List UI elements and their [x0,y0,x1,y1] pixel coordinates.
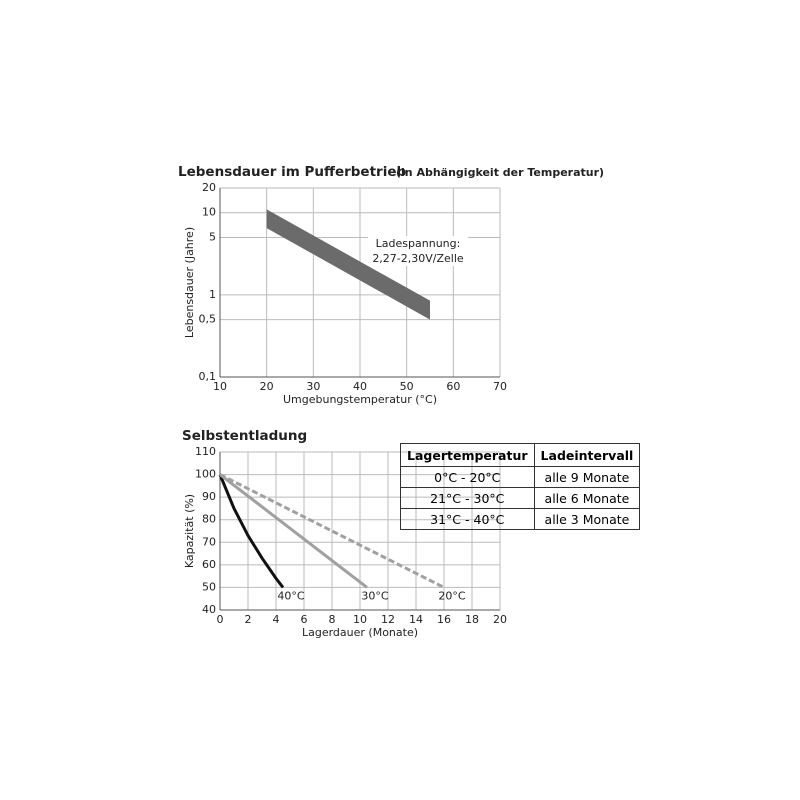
table-header: Ladeintervall [533,443,641,467]
x-tick-label: 10 [353,613,367,626]
annotation: Ladespannung: [376,237,461,250]
y-tick-label: 40 [202,603,216,616]
x-axis-label: Lagerdauer (Monate) [302,626,418,639]
table-cell: 21°C - 30°C [400,487,535,509]
y-tick-label: 50 [202,580,216,593]
y-tick-label: 5 [209,230,216,243]
table-header: Lagertemperatur [400,443,535,467]
y-tick-label: 110 [195,445,216,458]
series-label: 20°C [438,589,465,602]
annotation: 2,27-2,30V/Zelle [372,252,464,265]
table-cell: alle 6 Monate [533,487,641,509]
y-tick-label: 100 [195,468,216,481]
y-axis-label: Kapazität (%) [183,494,196,568]
x-tick-label: 70 [493,380,507,393]
x-tick-label: 18 [465,613,479,626]
x-axis-label: Umgebungstemperatur (°C) [283,393,437,406]
table-cell: alle 3 Monate [533,508,641,530]
chart-title: Lebensdauer im Pufferbetrieb [178,164,406,180]
y-tick-label: 0,1 [199,370,217,383]
y-tick-label: 60 [202,558,216,571]
x-tick-label: 20 [260,380,274,393]
x-tick-label: 20 [493,613,507,626]
x-tick-label: 16 [437,613,451,626]
x-tick-label: 50 [400,380,414,393]
x-tick-label: 8 [329,613,336,626]
x-tick-label: 60 [446,380,460,393]
y-tick-label: 20 [202,181,216,194]
x-tick-label: 12 [381,613,395,626]
y-axis-label: Lebensdauer (Jahre) [183,227,196,338]
table-cell: 31°C - 40°C [400,508,535,530]
y-tick-label: 1 [209,288,216,301]
series-label: 40°C [277,589,304,602]
annotation-bg [368,236,468,251]
x-tick-label: 0 [217,613,224,626]
table: Lagertemperatur Ladeintervall 0°C - 20°C a… [400,443,641,530]
band [266,209,430,320]
y-tick-label: 70 [202,535,216,548]
y-tick-label: 0,5 [199,313,217,326]
chart-title: Selbstentladung [182,428,307,444]
y-tick-label: 90 [202,490,216,503]
x-tick-label: 14 [409,613,423,626]
x-tick-label: 2 [245,613,252,626]
line [219,473,445,589]
table-cell: alle 9 Monate [533,466,641,488]
x-tick-label: 10 [213,380,227,393]
y-tick-label: 10 [202,206,216,219]
x-tick-label: 40 [353,380,367,393]
series-label: 30°C [361,589,388,602]
x-tick-label: 4 [273,613,280,626]
x-tick-label: 6 [301,613,308,626]
y-tick-label: 80 [202,513,216,526]
line [219,473,368,589]
x-tick-label: 30 [306,380,320,393]
line [218,473,285,589]
chart-subtitle: (in Abhängigkeit der Temperatur) [396,166,604,179]
annotation-bg [368,251,468,266]
table-cell: 0°C - 20°C [400,466,535,488]
